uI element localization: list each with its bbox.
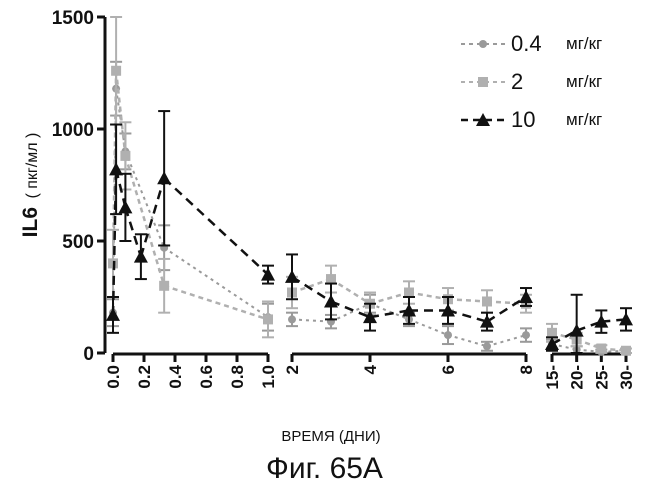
y-tick-label: 1500 bbox=[52, 8, 94, 29]
x-tick-label: 15- bbox=[543, 365, 562, 390]
legend-unit: мг/кг bbox=[566, 34, 602, 54]
series-line-segment bbox=[292, 277, 331, 302]
data-point bbox=[483, 342, 491, 350]
data-point bbox=[157, 171, 171, 184]
y-tick-label: 500 bbox=[62, 232, 94, 253]
data-point bbox=[111, 66, 121, 76]
data-point bbox=[288, 315, 296, 323]
data-point bbox=[263, 314, 273, 324]
series-line-segment bbox=[487, 335, 526, 346]
x-tick-label: 8 bbox=[517, 365, 536, 374]
series-line-segment bbox=[487, 297, 526, 322]
data-point bbox=[134, 250, 148, 263]
y-axis-label-main: IL6 bbox=[19, 207, 42, 237]
series-line-segment bbox=[164, 286, 268, 320]
legend-symbol-square bbox=[455, 72, 511, 92]
data-point bbox=[120, 151, 130, 161]
y-axis-label-units: ( пкг/мл ) bbox=[24, 133, 41, 199]
data-point bbox=[106, 308, 120, 321]
data-point bbox=[519, 290, 533, 303]
data-point bbox=[596, 344, 606, 354]
data-point bbox=[324, 294, 338, 307]
x-tick-label: 0.2 bbox=[135, 365, 154, 389]
x-tick-label: 2 bbox=[283, 365, 302, 374]
x-tick-label: 0.8 bbox=[228, 365, 247, 389]
series-line-segment bbox=[448, 299, 487, 301]
data-point bbox=[621, 346, 631, 356]
data-point bbox=[261, 268, 275, 281]
legend-item-0.4: 0.4 мг/кг bbox=[455, 25, 602, 63]
series-line-segment bbox=[164, 178, 268, 274]
data-point bbox=[118, 200, 132, 213]
series-line-segment bbox=[125, 156, 164, 286]
x-tick-label: 6 bbox=[439, 365, 458, 374]
legend-value: 10 bbox=[511, 107, 566, 133]
y-tick-label: 0 bbox=[83, 344, 94, 365]
x-tick-label: 0.4 bbox=[166, 364, 185, 388]
x-tick-label: 1.0 bbox=[259, 365, 278, 389]
y-tick-label: 1000 bbox=[52, 120, 94, 141]
x-tick-label: 20- bbox=[568, 365, 587, 390]
series-line-segment bbox=[409, 293, 448, 300]
data-point bbox=[159, 281, 169, 291]
legend-symbol-circle bbox=[455, 34, 511, 54]
y-axis-label: IL6 ( пкг/мл ) bbox=[19, 133, 42, 238]
series-line-segment bbox=[125, 151, 164, 247]
legend-item-2: 2 мг/кг bbox=[455, 63, 602, 101]
series-line-segment bbox=[409, 319, 448, 335]
series-line-segment bbox=[125, 207, 140, 256]
legend-unit: мг/кг bbox=[566, 72, 602, 92]
legend: 0.4 мг/кг 2 мг/кг 10 мг/кг bbox=[455, 25, 602, 139]
legend-item-10: 10 мг/кг bbox=[455, 101, 602, 139]
legend-unit: мг/кг bbox=[566, 110, 602, 130]
data-point bbox=[482, 296, 492, 306]
series-line-segment bbox=[116, 71, 125, 156]
data-point bbox=[444, 331, 452, 339]
data-point bbox=[522, 331, 530, 339]
x-tick-label: 4 bbox=[361, 364, 380, 374]
x-tick-label: 0.6 bbox=[197, 365, 216, 389]
x-tick-label: 30- bbox=[617, 365, 636, 390]
legend-value: 0.4 bbox=[511, 31, 566, 57]
legend-symbol-triangle bbox=[455, 110, 511, 130]
x-tick-label: 0.0 bbox=[104, 365, 123, 389]
x-tick-label: 25- bbox=[592, 365, 611, 390]
legend-value: 2 bbox=[511, 69, 566, 95]
figure-caption: Фиг. 65A bbox=[0, 452, 649, 486]
series-line-segment bbox=[164, 248, 268, 317]
x-axis-label: ВРЕМЯ (ДНИ) bbox=[281, 428, 380, 445]
series-10 bbox=[106, 111, 633, 353]
